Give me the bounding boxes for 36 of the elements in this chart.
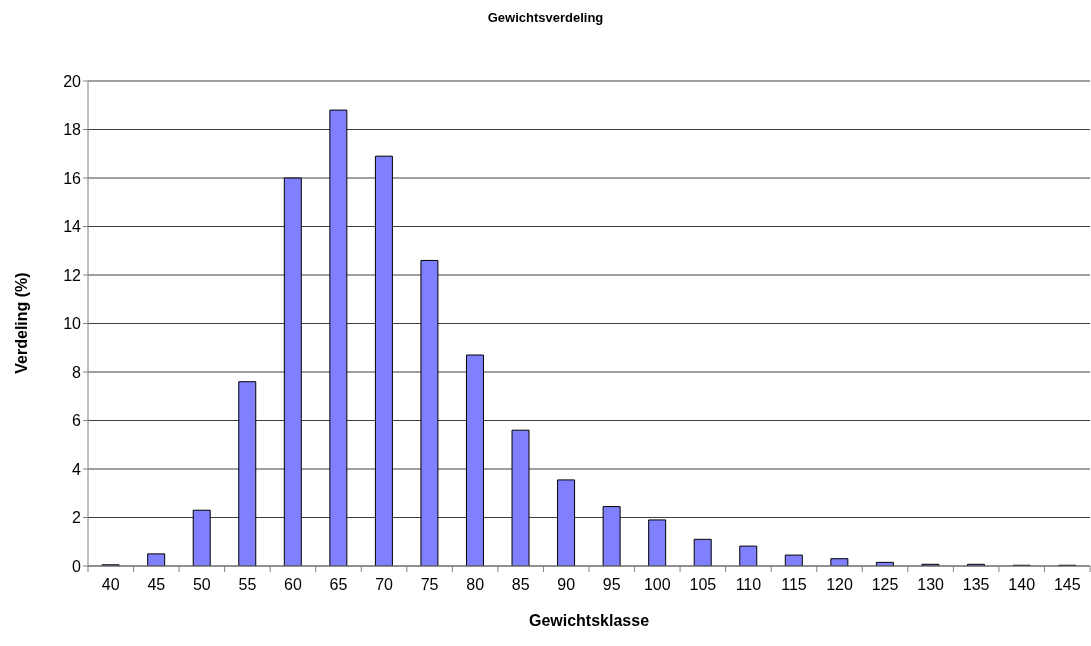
y-tick-label: 6 xyxy=(72,412,82,430)
y-tick-label: 2 xyxy=(72,509,82,527)
x-tick-label: 105 xyxy=(689,576,717,593)
x-tick-label: 45 xyxy=(147,576,166,593)
x-tick-label: 130 xyxy=(917,576,945,593)
y-tick-label: 10 xyxy=(63,315,82,333)
y-tick-label: 16 xyxy=(63,169,82,187)
x-tick-label: 120 xyxy=(826,576,853,593)
x-tick-label: 125 xyxy=(871,576,899,593)
x-tick-label: 140 xyxy=(1008,576,1036,593)
x-tick-label: 110 xyxy=(735,576,762,593)
x-tick-label: 95 xyxy=(602,576,621,593)
y-tick-label: 0 xyxy=(72,557,82,575)
x-tick-label: 100 xyxy=(643,576,671,593)
y-tick-label: 14 xyxy=(63,218,82,236)
x-tick-label: 135 xyxy=(962,576,990,593)
y-tick-label: 18 xyxy=(63,121,82,139)
x-tick-label: 60 xyxy=(284,576,302,593)
x-tick-label: 90 xyxy=(557,576,576,593)
x-tick-label: 65 xyxy=(329,576,348,593)
y-tick-label: 4 xyxy=(72,460,82,478)
x-tick-label: 80 xyxy=(466,576,485,593)
x-tick-label: 70 xyxy=(375,576,394,593)
y-tick-label: 12 xyxy=(63,266,82,284)
chart-title: Gewichtsverdeling xyxy=(486,10,605,25)
x-tick-label: 115 xyxy=(781,576,807,593)
x-axis-title: Gewichtsklasse xyxy=(528,612,650,629)
y-tick-label: 8 xyxy=(72,363,82,381)
x-tick-label: 50 xyxy=(192,576,211,593)
x-tick-label: 40 xyxy=(101,576,120,593)
x-tick-label: 55 xyxy=(238,576,257,593)
x-tick-label: 85 xyxy=(511,576,530,593)
x-tick-label: 75 xyxy=(420,576,439,593)
y-axis-title: Verdeling (%) xyxy=(13,272,31,374)
x-tick-label: 145 xyxy=(1053,576,1081,593)
y-tick-label: 20 xyxy=(63,72,82,90)
